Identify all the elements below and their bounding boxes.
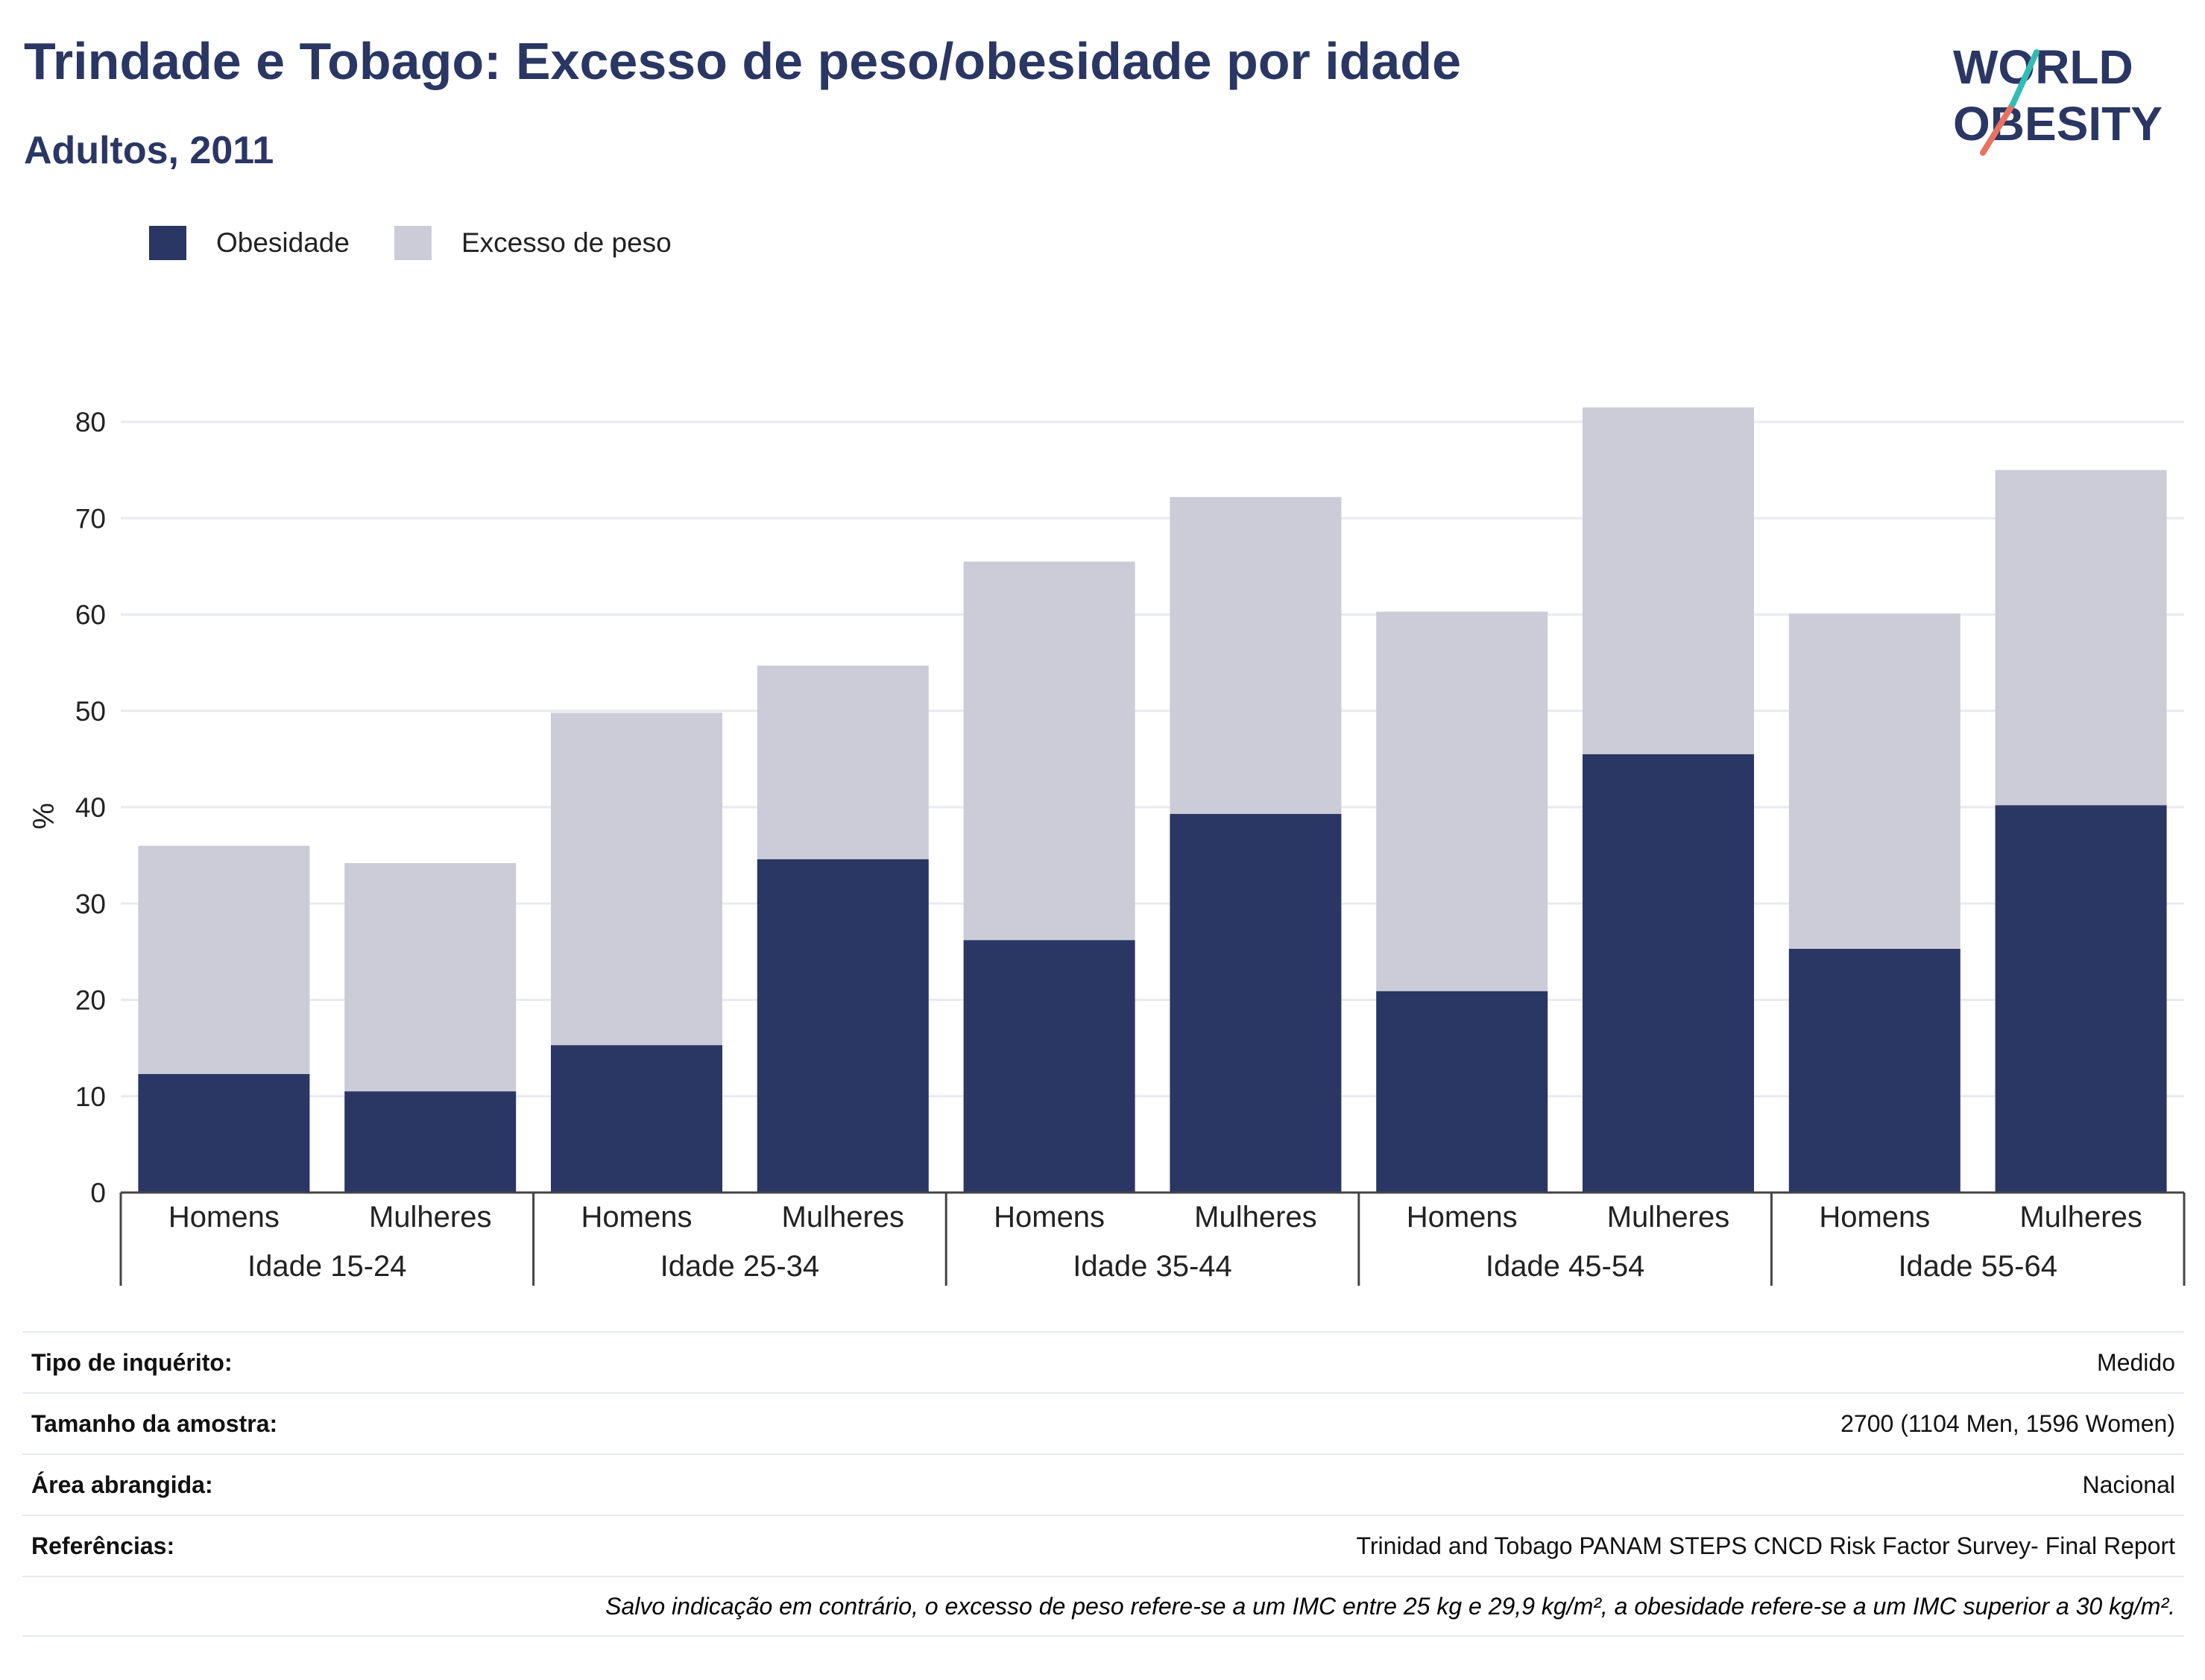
x-tick-label: Mulheres: [1194, 1201, 1317, 1234]
x-tick-label: Mulheres: [369, 1201, 492, 1234]
bar-obesity: [551, 1045, 722, 1193]
svg-text:OBESITY: OBESITY: [1953, 97, 2163, 151]
group-label: Idade 35-44: [1073, 1250, 1232, 1283]
bar-overweight: [757, 666, 929, 859]
info-row-sample-size: Tamanho da amostra: 2700 (1104 Men, 1596…: [22, 1392, 2184, 1453]
page-title: Trindade e Tobago: Excesso de peso/obesi…: [24, 32, 1462, 90]
bar-overweight: [138, 845, 310, 1075]
bar-overweight: [1788, 613, 1960, 949]
group-label: Idade 25-34: [660, 1250, 820, 1283]
bar-obesity: [963, 940, 1135, 1193]
bar-obesity: [1995, 805, 2167, 1193]
info-value: Nacional: [2082, 1471, 2175, 1498]
x-tick-label: Homens: [168, 1201, 280, 1234]
group-label: Idade 55-64: [1898, 1250, 2057, 1283]
y-tick-label: 80: [75, 407, 106, 438]
world-obesity-logo: WORLD OBESITY: [1953, 40, 2163, 156]
y-axis-label: %: [28, 803, 60, 830]
bar-obesity: [138, 1074, 310, 1193]
y-tick-label: 30: [75, 888, 106, 919]
bar-overweight: [1376, 611, 1548, 991]
legend-item-obesity: Obesidade: [149, 226, 350, 260]
svg-text:WORLD: WORLD: [1953, 40, 2133, 94]
bar-overweight: [963, 561, 1135, 941]
legend-item-overweight: Excesso de peso: [394, 226, 672, 260]
bar-chart: 0 10 20 30 40 50 60 70 80% Homens Mulheres Idade 15…: [28, 407, 2186, 1286]
survey-info-table: Tipo de inquérito: Medido Tamanho da amo…: [22, 1331, 2184, 1637]
bar-obesity: [1788, 948, 1960, 1193]
info-row-area: Área abrangida: Nacional: [22, 1453, 2184, 1515]
info-label: Referências:: [31, 1532, 175, 1559]
page-subtitle: Adultos, 2011: [24, 129, 274, 172]
bar-obesity: [757, 859, 929, 1193]
y-tick-label: 0: [90, 1178, 106, 1208]
x-tick-label: Homens: [994, 1201, 1105, 1234]
group-label: Idade 45-54: [1486, 1250, 1645, 1283]
bar-obesity: [1376, 991, 1548, 1193]
y-tick-label: 10: [75, 1081, 106, 1112]
info-value: Medido: [2097, 1348, 2175, 1376]
legend-label-obesity: Obesidade: [216, 227, 350, 258]
bar-obesity: [1583, 754, 1754, 1193]
y-tick-label: 50: [75, 696, 106, 727]
bar-overweight: [1170, 496, 1342, 815]
info-label: Tamanho da amostra:: [31, 1409, 278, 1437]
y-tick-label: 20: [75, 985, 106, 1016]
info-label: Tipo de inquérito:: [31, 1348, 233, 1376]
info-value: 2700 (1104 Men, 1596 Women): [1840, 1409, 2175, 1437]
x-tick-label: Mulheres: [1607, 1201, 1730, 1234]
bar-overweight: [1995, 470, 2167, 806]
bar-obesity: [344, 1091, 517, 1193]
y-tick-label: 60: [75, 600, 106, 631]
footnote-text: Salvo indicação em contrário, o excesso …: [605, 1592, 2175, 1620]
info-label: Área abrangida:: [31, 1471, 213, 1498]
footnote: Salvo indicação em contrário, o excesso …: [22, 1576, 2184, 1637]
bar-obesity: [1170, 814, 1342, 1193]
x-tick-label: Homens: [1407, 1201, 1518, 1234]
bar-overweight: [551, 713, 722, 1046]
group-label: Idade 15-24: [247, 1250, 407, 1283]
x-tick-label: Mulheres: [782, 1201, 905, 1234]
legend-swatch-obesity: [149, 226, 186, 260]
x-tick-label: Mulheres: [2019, 1201, 2142, 1234]
chart-legend: Obesidade Excesso de peso: [149, 224, 716, 262]
x-tick-label: Homens: [1819, 1201, 1930, 1234]
bar-overweight: [1583, 407, 1754, 754]
legend-swatch-overweight: [394, 226, 432, 260]
y-tick-label: 70: [75, 503, 106, 534]
y-tick-label: 40: [75, 792, 106, 823]
info-row-survey-type: Tipo de inquérito: Medido: [22, 1331, 2184, 1392]
bar-overweight: [344, 862, 517, 1092]
legend-label-overweight: Excesso de peso: [461, 227, 672, 258]
x-tick-label: Homens: [581, 1201, 693, 1234]
info-row-references: Referências: Trinidad and Tobago PANAM S…: [22, 1515, 2184, 1576]
info-value: Trinidad and Tobago PANAM STEPS CNCD Ris…: [1356, 1532, 2175, 1559]
